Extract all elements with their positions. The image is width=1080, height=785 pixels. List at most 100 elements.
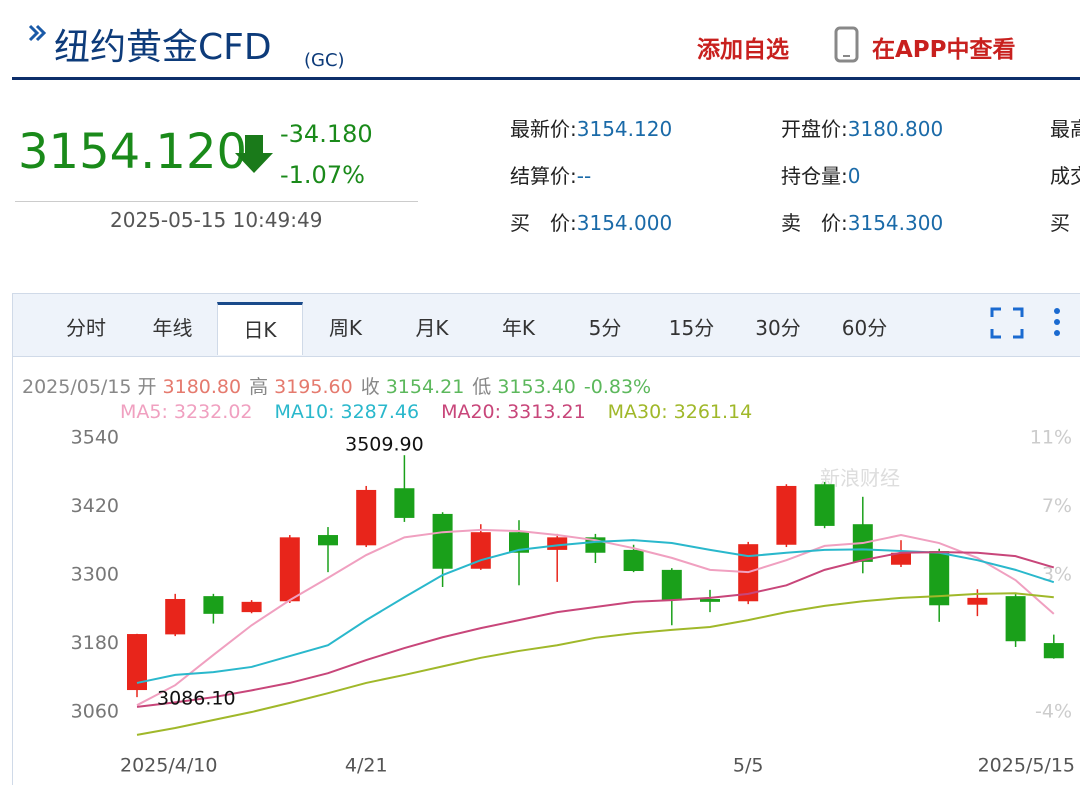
stat-label: 最高: [1050, 117, 1080, 141]
quote-time: 2025-05-15 10:49:49: [110, 208, 323, 232]
stat: 开盘价:3180.800: [781, 113, 943, 142]
stat-value: 3180.800: [847, 117, 944, 141]
ma-line: [136, 592, 1054, 736]
stat-value: 0: [847, 164, 861, 188]
stat-value: 3154.300: [847, 211, 944, 235]
stat-label: 持仓量:: [781, 164, 848, 188]
candle-body: [203, 596, 224, 614]
stat-label: 开盘价:: [781, 117, 848, 141]
y-tick-label: 3180: [71, 632, 119, 654]
y-tick-label: 3300: [71, 564, 119, 586]
legend: MA5: 3232.02 MA10: 3287.46 MA20: 3313.21 MA…: [120, 401, 774, 423]
ma-line: [136, 539, 1055, 684]
y2-tick-label: -4%: [1035, 700, 1072, 722]
ohlc-line: 2025/05/15 开 3180.80 高 3195.60 收 3154.21 低 3153.…: [22, 372, 651, 399]
chart-panel: [12, 355, 1080, 785]
stat-value: 3154.120: [576, 117, 673, 141]
stat: 最高: [1050, 113, 1080, 142]
legend-entry: MA20: 3313.21: [441, 401, 586, 423]
low-label: 3086.10: [157, 688, 236, 710]
candle-body: [394, 488, 415, 518]
legend-entry: MA30: 3261.14: [607, 401, 753, 423]
stat-label: 买: [1050, 211, 1070, 235]
candle-body: [623, 549, 644, 572]
candle-body: [1043, 643, 1064, 659]
stat-label: 最新价:: [510, 117, 577, 141]
ohlc-label: 低: [472, 376, 492, 398]
candle-body: [661, 569, 682, 601]
candle-body: [891, 552, 911, 565]
tab[interactable]: 周K: [328, 316, 363, 340]
divider: [15, 201, 418, 202]
candle-body: [432, 513, 453, 569]
tab[interactable]: 年线: [152, 316, 193, 340]
phone-icon: [834, 26, 859, 63]
change: -34.180: [280, 120, 373, 148]
title: 纽约黄金CFD: [54, 27, 272, 68]
add-watchlist[interactable]: 添加自选: [697, 37, 789, 63]
legend-entry: MA10: 3287.46: [274, 401, 420, 423]
title-icon: [28, 24, 47, 42]
legend-entry: MA5: 3232.02: [120, 401, 253, 423]
candle-body: [814, 484, 835, 526]
stat-label: 卖 价:: [781, 211, 848, 235]
y-tick-label: 3540: [71, 426, 119, 448]
down-arrow: [235, 135, 273, 173]
ohlc-date: 2025/05/15: [22, 376, 132, 398]
tab[interactable]: 5分: [588, 316, 622, 340]
y-tick-label: 3060: [71, 701, 119, 723]
candle-body: [241, 601, 262, 613]
tab-bar: [12, 293, 1080, 357]
ma-line: [136, 551, 1055, 708]
stat: 成交: [1050, 160, 1080, 189]
ohlc-value: 3195.60: [274, 376, 353, 398]
ohlc-label: 高: [249, 376, 269, 398]
stat: 卖 价:3154.300: [781, 207, 943, 236]
candle-body: [279, 537, 300, 602]
stat: 结算价:--: [510, 160, 591, 189]
x-tick-label: 2025/5/15: [978, 755, 1075, 777]
tab[interactable]: 60分: [841, 316, 888, 340]
stat-label: 结算价:: [510, 164, 577, 188]
candle-body: [700, 598, 720, 602]
toolbar-icons[interactable]: [990, 307, 1070, 339]
code: (GC): [304, 50, 345, 71]
stat-label: 成交: [1050, 164, 1080, 188]
candle-body: [165, 598, 186, 635]
ohlc-value: 3180.80: [162, 376, 242, 398]
x-tick-label: 4/21: [345, 755, 388, 777]
tab[interactable]: 15分: [668, 316, 715, 340]
candle-body: [1005, 596, 1026, 642]
y-tick-label: 3420: [71, 495, 119, 517]
tab[interactable]: 30分: [755, 316, 801, 340]
stat-label: 买 价:: [510, 211, 577, 235]
y2-tick-label: 3%: [1042, 563, 1072, 585]
tab[interactable]: 日K: [217, 302, 303, 355]
ohlc-label: 开: [137, 376, 157, 398]
y2-tick-label: 7%: [1042, 495, 1072, 517]
tab[interactable]: 年K: [501, 316, 536, 340]
ohlc-label: 收: [360, 376, 380, 398]
candle-body: [967, 597, 988, 605]
ma-line: [136, 528, 1055, 707]
candle-body: [127, 634, 147, 691]
x-tick-label: 2025/4/10: [120, 755, 217, 777]
change-pct: -1.07%: [280, 161, 365, 189]
x-tick-label: 5/5: [733, 755, 764, 777]
stat-value: 3154.000: [576, 211, 673, 235]
ohlc-value: 3153.40: [497, 376, 576, 398]
ohlc-value: 3154.21: [385, 376, 465, 398]
tab[interactable]: 月K: [415, 316, 449, 340]
stat: 买: [1050, 207, 1070, 236]
candle-body: [509, 532, 529, 553]
tab[interactable]: 分时: [66, 316, 106, 340]
stat-value: --: [576, 164, 592, 188]
candle-body: [776, 485, 797, 545]
high-label: 3509.90: [345, 434, 424, 456]
price: 3154.120: [18, 124, 248, 180]
candle-body: [356, 489, 377, 546]
open-app[interactable]: 在APP中查看: [872, 37, 1016, 63]
y2-tick-label: 11%: [1030, 427, 1072, 449]
